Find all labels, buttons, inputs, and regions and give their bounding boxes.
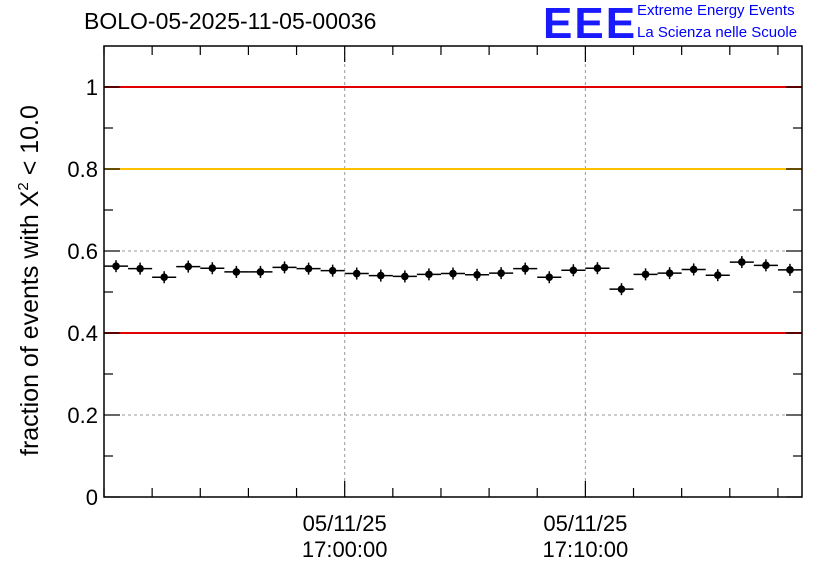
y-tick-labels: 0 0.2 0.4 0.6 0.8 1 <box>67 75 98 510</box>
marker <box>641 270 650 279</box>
data-point-5 <box>224 265 249 278</box>
data-point-21 <box>609 283 634 296</box>
y-tick-label: 0.4 <box>67 321 98 346</box>
marker <box>689 265 698 274</box>
data-point-19 <box>561 264 586 277</box>
marker <box>569 266 578 275</box>
marker <box>665 269 674 277</box>
data-point-0 <box>104 260 129 273</box>
data-point-7 <box>272 261 297 274</box>
y-axis-label-sup: 2 <box>15 182 32 190</box>
data-point-26 <box>729 256 754 269</box>
data-point-28 <box>777 263 802 276</box>
data-point-20 <box>585 262 610 275</box>
y-tick-label: 0 <box>86 485 98 510</box>
marker <box>328 266 337 275</box>
axis-ticks <box>103 46 802 498</box>
data-point-23 <box>657 267 682 280</box>
x-tick-label-date: 05/11/25 <box>303 511 387 536</box>
data-point-22 <box>633 268 658 281</box>
marker <box>112 262 120 270</box>
data-point-24 <box>681 263 706 276</box>
data-point-2 <box>152 271 177 284</box>
marker <box>376 271 385 280</box>
marker <box>160 273 168 282</box>
marker <box>593 264 602 273</box>
x-tick-label-date: 05/11/25 <box>543 511 627 536</box>
data-point-8 <box>296 262 321 275</box>
eee-logo-mark: EEE <box>543 0 638 48</box>
x-tick-label-time: 17:10:00 <box>543 537 629 562</box>
marker <box>545 273 554 282</box>
data-point-15 <box>465 268 490 281</box>
data-point-10 <box>344 267 369 280</box>
data-point-13 <box>416 268 441 281</box>
data-points <box>104 256 802 296</box>
marker <box>617 285 626 293</box>
y-axis-label-main: fraction of events with X <box>16 190 44 456</box>
data-point-14 <box>440 267 466 280</box>
y-axis-label-tail: < 10.0 <box>16 105 44 182</box>
marker <box>786 266 794 274</box>
chart-title: BOLO-05-2025-11-05-00036 <box>84 8 377 34</box>
data-point-16 <box>489 267 514 280</box>
marker <box>304 264 313 273</box>
x-tick-label-time: 17:00:00 <box>302 537 388 562</box>
y-tick-label: 1 <box>86 75 98 100</box>
logo-line-2: La Scienza nelle Scuole <box>637 24 798 41</box>
y-axis-label: fraction of events with X2 < 10.0 <box>15 105 44 456</box>
marker <box>256 268 265 276</box>
marker <box>713 271 722 279</box>
y-tick-label: 0.6 <box>67 239 98 264</box>
data-point-9 <box>320 264 345 277</box>
logo-line-1: Extreme Energy Events <box>637 2 795 19</box>
data-point-27 <box>753 259 778 272</box>
data-point-3 <box>176 260 201 273</box>
data-point-6 <box>248 265 273 278</box>
marker <box>208 264 217 273</box>
marker <box>738 258 746 266</box>
marker <box>352 269 361 278</box>
marker <box>762 261 770 270</box>
y-tick-label: 0.2 <box>67 403 98 428</box>
marker <box>473 270 481 279</box>
marker <box>401 272 409 281</box>
data-point-4 <box>200 262 225 275</box>
data-point-11 <box>368 269 393 282</box>
plot-frame <box>103 45 803 498</box>
reference-lines <box>104 86 802 334</box>
marker <box>184 262 193 271</box>
data-point-12 <box>392 270 417 283</box>
marker <box>136 264 144 273</box>
marker <box>232 268 241 276</box>
data-point-25 <box>705 269 730 282</box>
y-tick-label: 0.8 <box>67 157 98 182</box>
data-point-17 <box>513 262 538 275</box>
marker <box>280 263 289 272</box>
data-point-18 <box>537 271 562 284</box>
marker <box>425 270 433 279</box>
data-point-1 <box>128 262 153 275</box>
marker <box>521 264 530 273</box>
marker <box>449 269 457 278</box>
marker <box>497 269 505 277</box>
